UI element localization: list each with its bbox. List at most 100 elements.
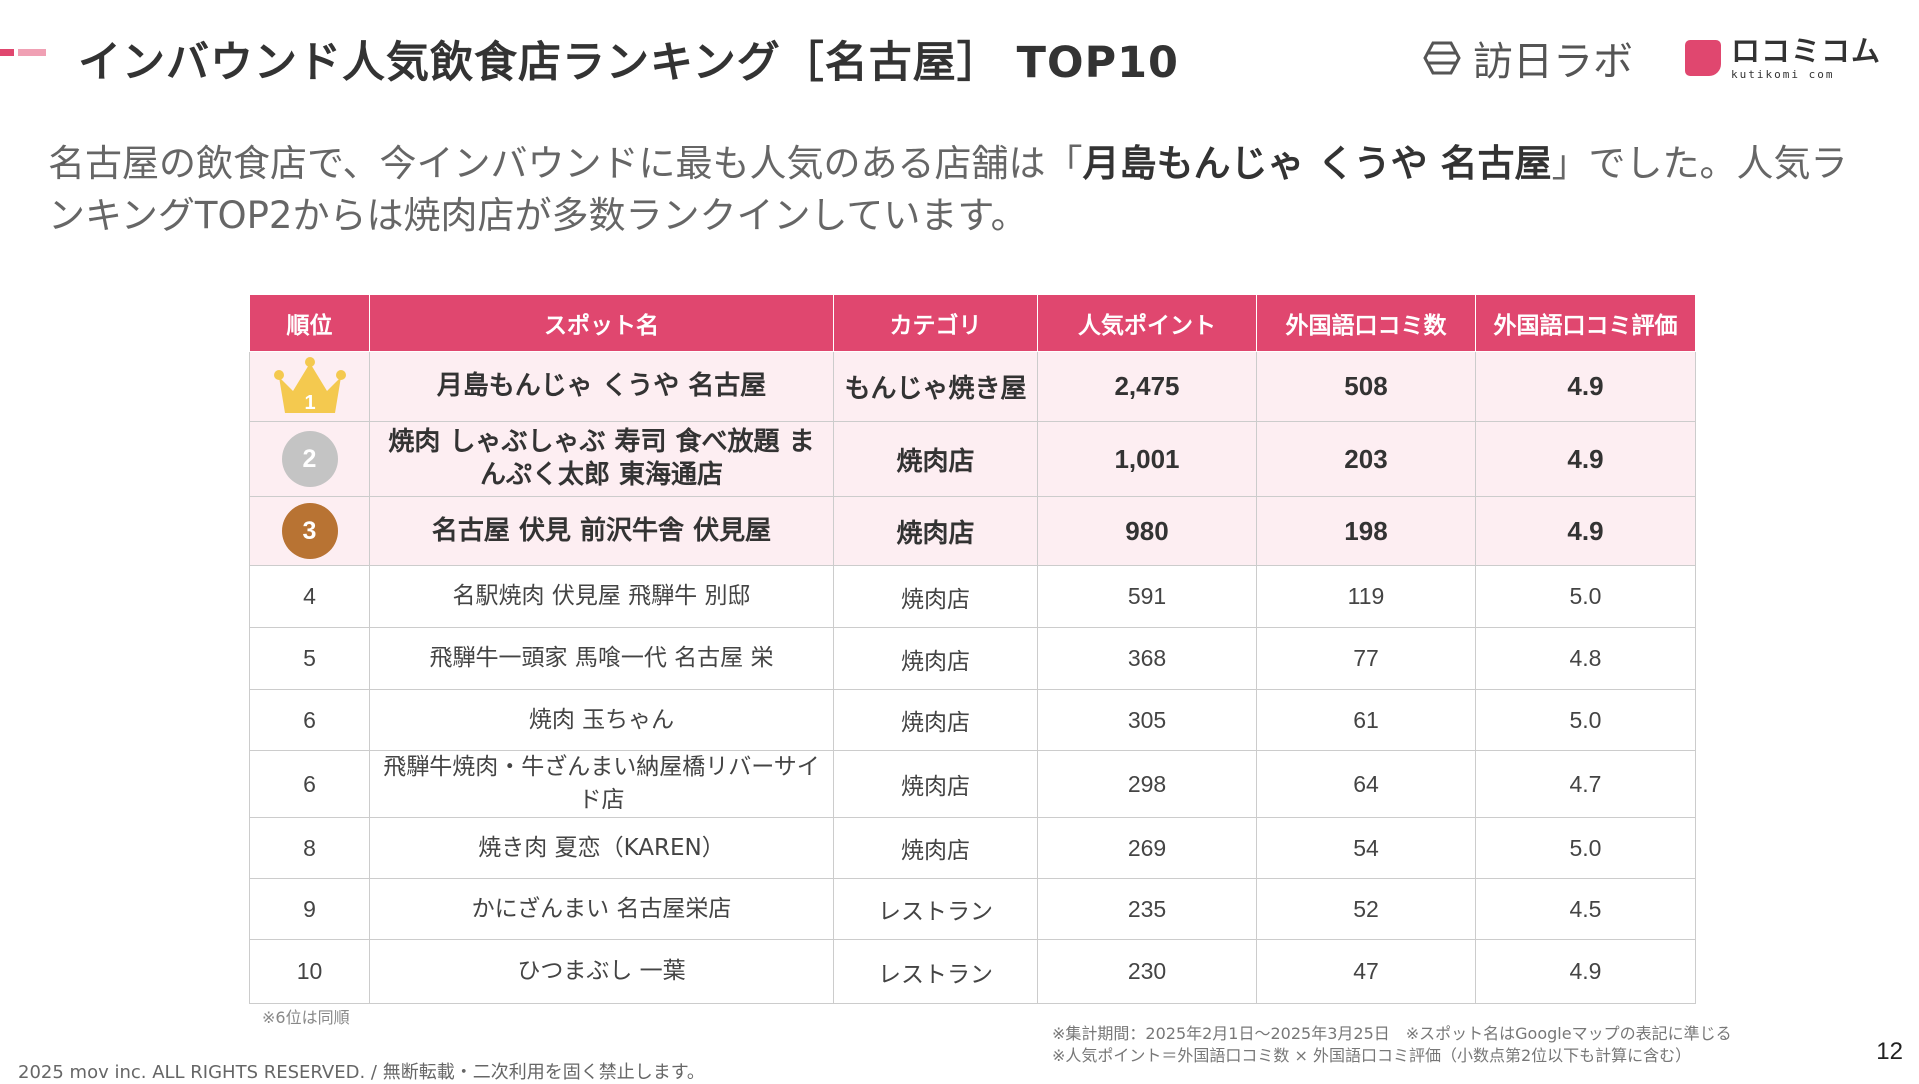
table-row: 4 名駅焼肉 伏見屋 飛騨牛 別邸 焼肉店 591 119 5.0 [249, 565, 1696, 628]
slide-title: インバウンド人気飲食店ランキング［名古屋］ TOP10 [78, 38, 1179, 88]
review-count-cell: 198 [1256, 496, 1476, 566]
spot-name-cell: 飛騨牛焼肉・牛ざんまい納屋橋リバーサイド店 [369, 750, 834, 818]
rank-cell: 3 [249, 496, 370, 566]
review-count-cell: 77 [1256, 627, 1476, 690]
table-row: 5 飛騨牛一頭家 馬喰一代 名古屋 栄 焼肉店 368 77 4.8 [249, 627, 1696, 690]
points-cell: 368 [1037, 627, 1257, 690]
copyright: 2025 mov inc. ALL RIGHTS RESERVED. / 無断転… [18, 1062, 705, 1083]
review-rating-cell: 4.9 [1475, 939, 1696, 1004]
table-row: 9 かにざんまい 名古屋栄店 レストラン 235 52 4.5 [249, 878, 1696, 940]
points-cell: 1,001 [1037, 421, 1257, 497]
points-cell: 980 [1037, 496, 1257, 566]
review-rating-cell: 5.0 [1475, 565, 1696, 628]
points-cell: 230 [1037, 939, 1257, 1004]
rank-cell: 5 [249, 627, 370, 690]
header-rank: 順位 [249, 294, 370, 352]
lead-paragraph: 名古屋の飲食店で、今インバウンドに最も人気のある店舗は「月島もんじゃ くうや 名… [48, 138, 1868, 242]
lead-highlight: 月島もんじゃ くうや 名古屋 [1082, 142, 1552, 185]
spot-name-cell: ひつまぶし 一葉 [369, 939, 834, 1004]
rank-value: 1 [304, 392, 315, 414]
table-row: 3 名古屋 伏見 前沢牛舎 伏見屋 焼肉店 980 198 4.9 [249, 496, 1696, 566]
review-count-cell: 119 [1256, 565, 1476, 628]
points-cell: 269 [1037, 817, 1257, 879]
review-count-cell: 47 [1256, 939, 1476, 1004]
category-cell: もんじゃ焼き屋 [833, 351, 1038, 422]
review-rating-cell: 4.7 [1475, 750, 1696, 818]
page-number: 12 [1876, 1038, 1903, 1065]
review-count-cell: 64 [1256, 750, 1476, 818]
spot-name-cell: 名駅焼肉 伏見屋 飛騨牛 別邸 [369, 565, 834, 628]
spot-name-cell: かにざんまい 名古屋栄店 [369, 878, 834, 940]
rank-cell: 2 [249, 421, 370, 497]
review-count-cell: 61 [1256, 689, 1476, 751]
lead-text-2: 」でした。人気ランキングTOP2からは焼肉店が多数ランクインしています。 [48, 142, 1848, 237]
header-category: カテゴリ [833, 294, 1038, 352]
review-rating-cell: 4.9 [1475, 351, 1696, 422]
rank-cell: 8 [249, 817, 370, 879]
bronze-medal-icon: 3 [281, 503, 338, 559]
table-row: 8 焼き肉 夏恋（KAREN） 焼肉店 269 54 5.0 [249, 817, 1696, 879]
category-cell: 焼肉店 [833, 565, 1038, 628]
rank-cell: 1 [249, 351, 370, 422]
header-review-count: 外国語口コミ数 [1256, 294, 1476, 352]
category-cell: レストラン [833, 939, 1038, 1004]
table-row: 1 月島もんじゃ くうや 名古屋 もんじゃ焼き屋 2,475 508 4.9 [249, 351, 1696, 422]
logo-kutikomi-com: ロコミコム kutikomi com [1684, 33, 1881, 81]
review-count-cell: 508 [1256, 351, 1476, 422]
rank-cell: 9 [249, 878, 370, 940]
review-rating-cell: 5.0 [1475, 817, 1696, 879]
header-review-rating: 外国語口コミ評価 [1475, 294, 1696, 352]
accent-bar-light [18, 49, 46, 56]
rank-cell: 6 [249, 750, 370, 818]
points-cell: 2,475 [1037, 351, 1257, 422]
same-rank-note: ※6位は同順 [262, 1008, 350, 1027]
lead-text-1: 名古屋の飲食店で、今インバウンドに最も人気のある店舗は「 [48, 142, 1083, 185]
table-header-row: 順位 スポット名 カテゴリ 人気ポイント 外国語口コミ数 外国語口コミ評価 [249, 294, 1696, 352]
points-cell: 305 [1037, 689, 1257, 751]
points-cell: 298 [1037, 750, 1257, 818]
category-cell: 焼肉店 [833, 689, 1038, 751]
logo-houjin-lab: 訪日ラボ [1423, 29, 1633, 87]
spot-name-cell: 焼肉 玉ちゃん [369, 689, 834, 751]
footnotes: ※集計期間：2025年2月1日〜2025年3月25日 ※スポット名はGoogle… [1052, 1023, 1732, 1067]
review-count-cell: 203 [1256, 421, 1476, 497]
points-cell: 235 [1037, 878, 1257, 940]
review-rating-cell: 4.9 [1475, 421, 1696, 497]
review-rating-cell: 4.8 [1475, 627, 1696, 690]
review-rating-cell: 4.9 [1475, 496, 1696, 566]
table-row: 2 焼肉 しゃぶしゃぶ 寿司 食べ放題 まんぷく太郎 東海通店 焼肉店 1,00… [249, 421, 1696, 497]
header-spot-name: スポット名 [369, 294, 834, 352]
spot-name-cell: 焼肉 しゃぶしゃぶ 寿司 食べ放題 まんぷく太郎 東海通店 [369, 421, 834, 497]
spot-name-cell: 焼き肉 夏恋（KAREN） [369, 817, 834, 879]
category-cell: 焼肉店 [833, 750, 1038, 818]
category-cell: 焼肉店 [833, 496, 1038, 566]
header-logos: 訪日ラボ ロコミコム kutikomi com [1423, 30, 1881, 86]
table-row: 6 焼肉 玉ちゃん 焼肉店 305 61 5.0 [249, 689, 1696, 751]
logo-kutikomi-jp: ロコミコム [1730, 33, 1881, 68]
title-accent-bar [0, 49, 46, 56]
points-cell: 591 [1037, 565, 1257, 628]
rank-cell: 6 [249, 689, 370, 751]
speech-bubble-logo-icon [1684, 40, 1721, 76]
crown-icon: 1 [273, 356, 346, 414]
table-row: 10 ひつまぶし 一葉 レストラン 230 47 4.9 [249, 939, 1696, 1004]
spot-name-cell: 名古屋 伏見 前沢牛舎 伏見屋 [369, 496, 834, 566]
accent-bar-dark [0, 49, 14, 56]
logo-houjin-lab-text: 訪日ラボ [1472, 39, 1633, 85]
spot-name-cell: 月島もんじゃ くうや 名古屋 [369, 351, 834, 422]
ranking-table: 順位 スポット名 カテゴリ 人気ポイント 外国語口コミ数 外国語口コミ評価 1 … [249, 294, 1696, 1004]
header-points: 人気ポイント [1037, 294, 1257, 352]
rank-cell: 10 [249, 939, 370, 1004]
period-note: ※集計期間：2025年2月1日〜2025年3月25日 ※スポット名はGoogle… [1052, 1024, 1732, 1043]
points-formula-note: ※人気ポイント＝外国語口コミ数 × 外国語口コミ評価（小数点第2位以下も計算に含… [1052, 1046, 1692, 1065]
category-cell: 焼肉店 [833, 817, 1038, 879]
spot-name-cell: 飛騨牛一頭家 馬喰一代 名古屋 栄 [369, 627, 834, 690]
table-row: 6 飛騨牛焼肉・牛ざんまい納屋橋リバーサイド店 焼肉店 298 64 4.7 [249, 750, 1696, 818]
category-cell: 焼肉店 [833, 421, 1038, 497]
rank-cell: 4 [249, 565, 370, 628]
hexagon-logo-icon [1423, 41, 1461, 75]
review-count-cell: 54 [1256, 817, 1476, 879]
review-rating-cell: 4.5 [1475, 878, 1696, 940]
category-cell: 焼肉店 [833, 627, 1038, 690]
logo-kutikomi-en: kutikomi com [1730, 67, 1835, 81]
